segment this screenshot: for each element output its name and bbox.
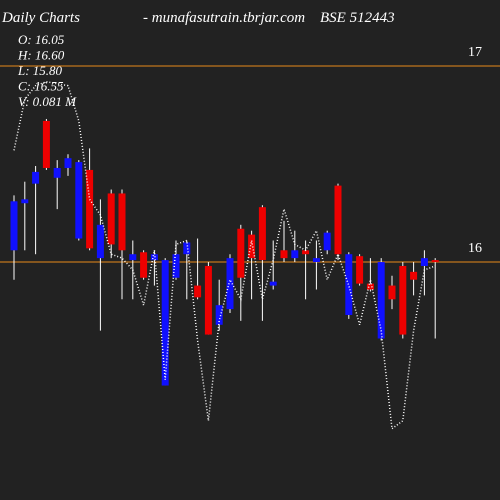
candle-body xyxy=(258,207,266,261)
candle-body xyxy=(302,250,310,255)
candle-body xyxy=(140,252,148,278)
candle-body xyxy=(334,185,342,255)
candle-body xyxy=(226,258,234,310)
candle-body xyxy=(172,254,180,278)
candle-body xyxy=(183,242,191,255)
candle-body xyxy=(420,258,428,266)
ohlcv-info: O: 16.05 xyxy=(18,32,65,47)
candle-body xyxy=(64,158,72,168)
candle-body xyxy=(399,265,407,335)
candle-body xyxy=(280,250,288,259)
candle-body xyxy=(161,260,169,386)
candle-body xyxy=(75,162,83,239)
candle-body xyxy=(248,234,256,259)
candle-body xyxy=(312,258,320,263)
plot-area xyxy=(0,65,500,431)
chart-subtitle: - munafasutrain.tbrjar.com xyxy=(143,10,305,26)
candle-body xyxy=(21,199,29,204)
candle-body xyxy=(377,262,385,339)
candle-body xyxy=(86,169,94,249)
ohlcv-info: C: 16.55 xyxy=(18,79,64,94)
ohlcv-info: V: 0.081 M xyxy=(18,94,77,109)
candle-body xyxy=(129,254,137,261)
ohlcv-info: H: 16.60 xyxy=(17,48,65,63)
candle-body xyxy=(215,305,223,325)
candle-body xyxy=(96,224,104,259)
candle-body xyxy=(345,254,353,315)
candle-body xyxy=(410,271,418,280)
candle-body xyxy=(269,281,277,286)
ohlcv-info: L: 15.80 xyxy=(17,63,63,78)
candle-body xyxy=(107,193,115,245)
y-tick-label: 17 xyxy=(468,45,482,60)
candle-body xyxy=(42,120,50,168)
candle-body xyxy=(291,250,299,259)
y-tick-label: 16 xyxy=(468,241,482,256)
candle-body xyxy=(356,256,364,284)
chart-title: Daily Charts xyxy=(1,10,80,26)
symbol: BSE 512443 xyxy=(320,10,395,26)
candle-body xyxy=(118,193,126,251)
candle-body xyxy=(32,171,40,184)
candle-body xyxy=(237,228,245,278)
candle-body xyxy=(10,201,18,251)
candle-body xyxy=(53,167,61,178)
candle-body xyxy=(388,285,396,300)
candle-body xyxy=(204,265,212,335)
candle-body xyxy=(323,232,331,251)
candle-body xyxy=(366,283,374,290)
candle-body xyxy=(194,285,202,298)
candle-body xyxy=(431,260,439,263)
